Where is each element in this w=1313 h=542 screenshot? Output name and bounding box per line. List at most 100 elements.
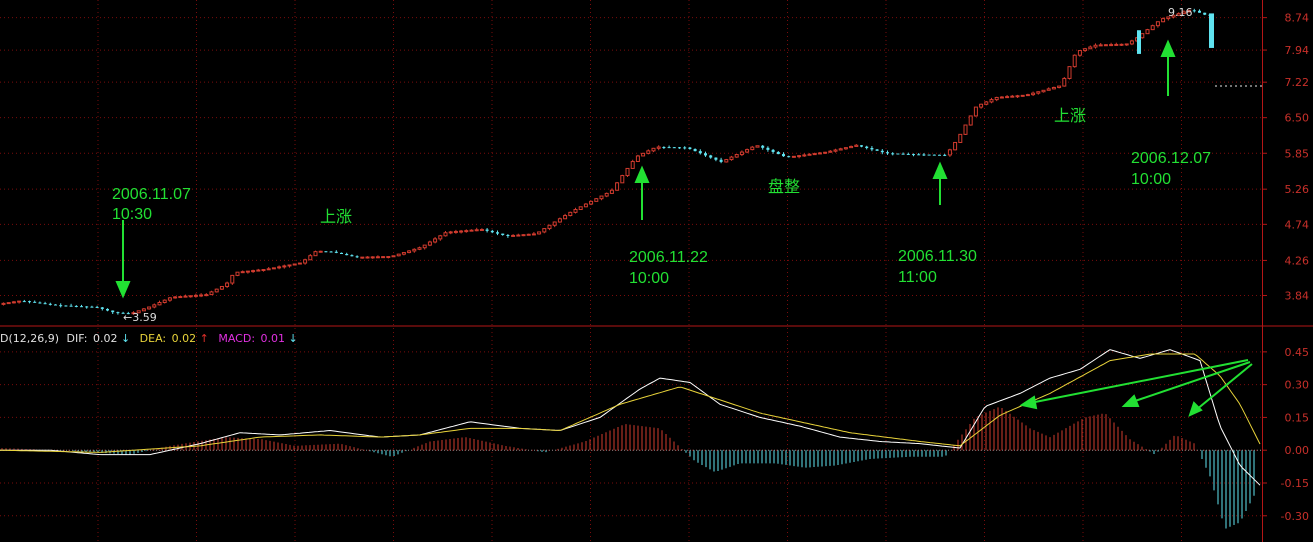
- dea-arrow: ↑: [200, 332, 209, 345]
- candle-body: [318, 250, 323, 253]
- candle-body: [646, 150, 651, 154]
- candle-body: [204, 294, 209, 297]
- low-marker: ←3.59: [123, 311, 157, 324]
- annotation-date-2: 2006.11.22: [629, 249, 708, 266]
- candle-body: [38, 302, 42, 304]
- arrow-divergence-3: [1195, 363, 1253, 411]
- macd-value: 0.01: [261, 332, 286, 345]
- candle-body: [1067, 66, 1072, 79]
- candle-body: [927, 154, 931, 156]
- candle-body: [313, 251, 318, 257]
- macd-tick-label: -0.30: [1281, 510, 1309, 523]
- candle-body: [750, 146, 755, 151]
- candle-body: [147, 306, 152, 310]
- candle-body: [100, 307, 104, 309]
- macd-tick-label: -0.15: [1281, 477, 1309, 490]
- candle-body: [433, 238, 438, 243]
- candle-body: [90, 306, 94, 308]
- candle-body: [625, 167, 630, 177]
- candle-body: [891, 153, 895, 155]
- candle-body: [651, 147, 656, 152]
- candle-body: [297, 262, 302, 265]
- candle-body: [116, 312, 120, 314]
- candle-body: [111, 310, 115, 313]
- candle-body: [1, 302, 6, 305]
- candle-body: [183, 295, 188, 298]
- candle-body: [578, 206, 583, 211]
- candle-body: [401, 252, 406, 255]
- dif-arrow: ↓: [121, 332, 130, 345]
- candle-body: [630, 160, 635, 169]
- candle-body: [766, 147, 770, 150]
- candle-body: [880, 150, 884, 153]
- candle-body: [121, 312, 125, 314]
- candle-body: [583, 203, 588, 208]
- annotation-time-3: 11:00: [898, 269, 937, 286]
- candle-body: [1192, 10, 1196, 12]
- price-tick-label: 8.74: [1285, 12, 1310, 25]
- label-rise-1: 上涨: [320, 208, 352, 226]
- candle-body: [776, 151, 780, 155]
- candle-body: [324, 251, 328, 253]
- candle-body: [417, 247, 422, 250]
- candle-body: [693, 148, 697, 152]
- annotation-date-1: 2006.11.07: [112, 186, 191, 203]
- candle-body: [365, 256, 370, 259]
- candle-body: [516, 234, 521, 237]
- annotation-arrows: [115, 39, 1253, 417]
- candle-body: [490, 230, 494, 233]
- candle-body: [501, 233, 505, 235]
- candle-body: [303, 259, 308, 264]
- candle-body: [604, 192, 609, 197]
- candle-body: [912, 154, 915, 156]
- candle-body: [485, 229, 489, 231]
- candle-body: [355, 256, 359, 258]
- candle-body: [526, 233, 531, 236]
- candle-body: [709, 155, 713, 158]
- candle-body: [479, 229, 484, 232]
- candle-body: [547, 224, 552, 230]
- macd-tick-label: 0.30: [1285, 379, 1310, 392]
- candle-body: [266, 268, 271, 271]
- candle-body: [688, 147, 692, 149]
- candle-body: [1093, 44, 1098, 48]
- candle-body: [240, 271, 245, 274]
- candle-body: [947, 149, 952, 156]
- candle-body: [917, 154, 921, 156]
- candle-body: [973, 106, 978, 117]
- candle-body: [277, 266, 282, 269]
- candle-body: [64, 305, 68, 307]
- candle-body: [1057, 85, 1062, 88]
- dea-line: [0, 353, 1261, 453]
- candle-body: [542, 228, 547, 233]
- macd-tick-label: 0.45: [1285, 346, 1310, 359]
- candle-body: [989, 99, 994, 103]
- candle-body: [875, 149, 879, 151]
- candle-body: [729, 156, 734, 161]
- candle-body: [843, 147, 848, 150]
- candle-body: [28, 301, 31, 303]
- candle-body: [157, 301, 162, 306]
- candle-body: [782, 154, 785, 157]
- candle-body: [1062, 77, 1067, 87]
- dif-value: 0.02: [93, 332, 118, 345]
- candle-body: [755, 145, 760, 148]
- candle-body: [1077, 50, 1082, 56]
- candle-body: [994, 96, 999, 101]
- candle-body: [1005, 96, 1010, 99]
- candle-body: [812, 153, 817, 156]
- candle-body: [1046, 88, 1051, 91]
- candle-body: [599, 195, 604, 200]
- arrow-divergence-1: [1029, 359, 1249, 404]
- candle-body: [984, 101, 989, 105]
- candle-body: [214, 288, 219, 293]
- candle-body: [1166, 16, 1171, 20]
- candle-body: [1119, 43, 1124, 46]
- price-tick-label: 4.26: [1285, 254, 1310, 267]
- candle-body: [1161, 18, 1166, 23]
- candle-body: [791, 155, 796, 158]
- candle-body: [375, 256, 380, 259]
- candle-body: [370, 256, 375, 259]
- candle-body: [531, 233, 536, 236]
